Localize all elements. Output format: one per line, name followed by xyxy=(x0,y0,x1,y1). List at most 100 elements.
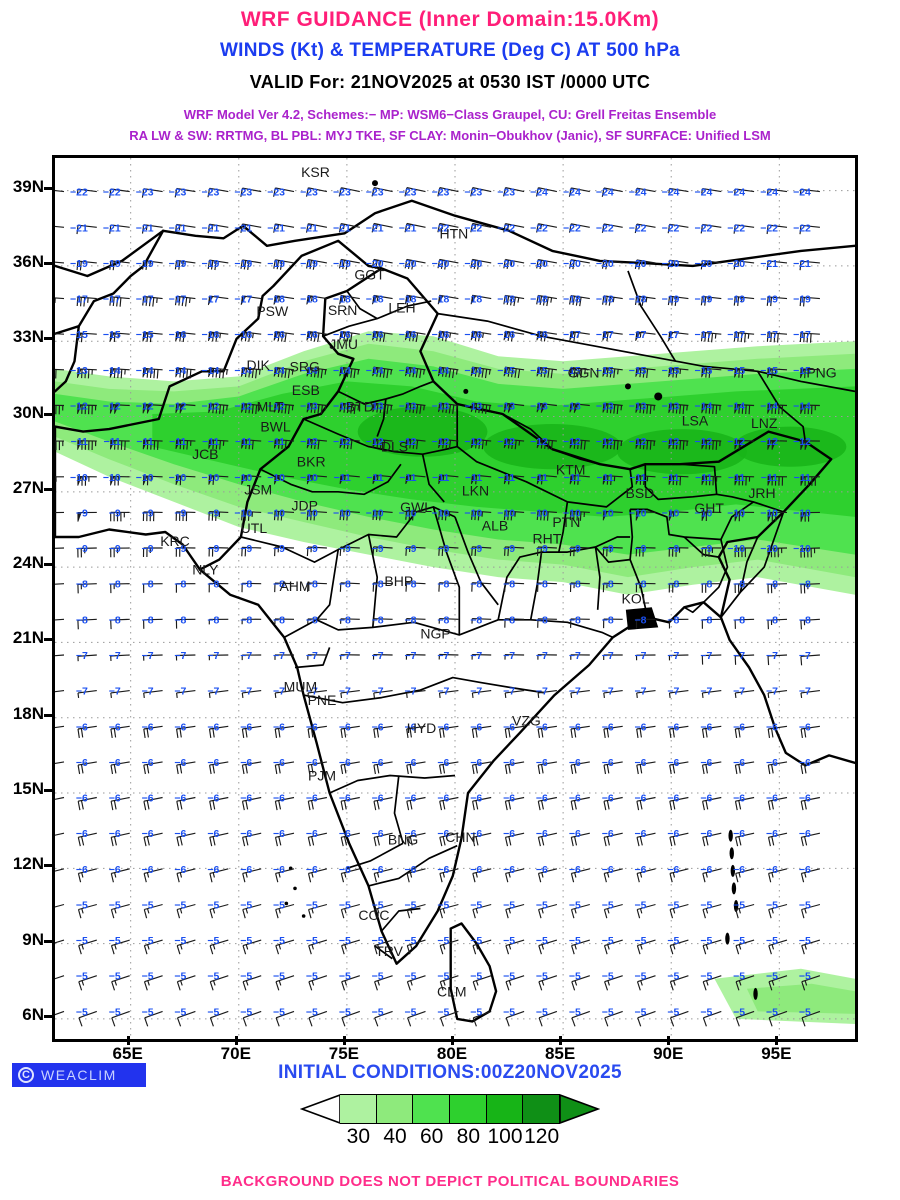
wind-barb xyxy=(503,402,525,413)
temperature-value: −7 xyxy=(635,686,647,698)
wind-barb xyxy=(766,332,788,343)
colorbar-tick-80: 80 xyxy=(456,1125,480,1148)
wind-barb xyxy=(55,225,65,228)
temperature-value: −17 xyxy=(760,329,778,341)
temperature-value: −8 xyxy=(76,579,88,591)
temperature-value: −8 xyxy=(306,614,318,626)
temperature-value: −5 xyxy=(569,1006,581,1018)
temperature-value: −24 xyxy=(793,187,811,199)
temperature-value: −22 xyxy=(694,222,712,234)
temperature-value: −9 xyxy=(76,543,88,555)
wind-barb xyxy=(701,654,722,665)
temperature-value: −7 xyxy=(667,650,679,662)
temperature-value: −6 xyxy=(667,828,679,840)
temperature-value: −10 xyxy=(629,507,647,519)
temperature-value: −10 xyxy=(760,543,778,555)
wind-barb xyxy=(634,259,656,270)
temperature-value: −7 xyxy=(273,650,285,662)
wind-barb xyxy=(208,367,229,379)
temperature-value: −5 xyxy=(240,935,252,947)
temperature-value: −8 xyxy=(207,614,219,626)
temperature-value: −14 xyxy=(136,365,154,377)
temperature-value: −6 xyxy=(109,864,121,876)
wind-barb xyxy=(77,832,97,847)
wind-barb xyxy=(505,903,525,919)
wind-barb xyxy=(767,618,788,630)
wind-barb xyxy=(240,187,262,198)
wind-barb xyxy=(207,295,229,306)
y-axis-tick-mark xyxy=(44,186,53,190)
temperature-value: −5 xyxy=(799,971,811,983)
temperature-value: −7 xyxy=(372,686,384,698)
wind-barb xyxy=(471,582,492,592)
wind-barb xyxy=(702,939,722,955)
temperature-value: −17 xyxy=(694,329,712,341)
wind-barb xyxy=(372,366,393,379)
temperature-value: −15 xyxy=(103,329,121,341)
wind-barb xyxy=(503,438,525,450)
wind-barb xyxy=(701,618,722,629)
city-label-dik: DIK xyxy=(247,357,271,373)
weaclim-badge[interactable]: C WEACLIM xyxy=(12,1063,146,1087)
wind-barb xyxy=(701,583,722,593)
colorbar-band-4 xyxy=(486,1094,524,1124)
wind-barb xyxy=(372,330,393,342)
wind-barb xyxy=(437,330,459,342)
temperature-value: −7 xyxy=(503,686,515,698)
colorbar-band-1 xyxy=(376,1094,414,1124)
wind-barb xyxy=(305,223,328,233)
city-label-ksr: KSR xyxy=(301,164,330,180)
temperature-value: −10 xyxy=(300,472,318,484)
temperature-value: −14 xyxy=(366,365,384,377)
temperature-value: −18 xyxy=(333,294,351,306)
weather-map-panel[interactable]: −5 −5 −5 −5 −5 −5 −5 −5 −5 −5 −5 −5 −5 −5 −5 −5 −5 −5 −5 −5… xyxy=(52,155,858,1042)
wind-barb xyxy=(405,438,426,450)
wind-barb xyxy=(142,547,163,558)
wind-barb xyxy=(471,546,492,557)
temperature-value: −7 xyxy=(569,686,581,698)
y-axis-tick-label: 9N xyxy=(22,929,44,949)
temperature-value: −8 xyxy=(174,579,186,591)
temperature-value: −18 xyxy=(530,294,548,306)
wind-barb xyxy=(536,259,557,270)
wind-barb xyxy=(636,832,656,847)
temperature-value: −8 xyxy=(372,614,384,626)
temperature-value: −17 xyxy=(793,329,811,341)
wind-barb xyxy=(340,903,360,919)
temperature-value: −6 xyxy=(700,757,712,769)
wind-barb xyxy=(536,546,557,557)
wind-barb xyxy=(800,583,820,594)
wind-barb xyxy=(570,618,590,628)
temperature-value: −16 xyxy=(464,329,482,341)
temperature-value: −6 xyxy=(405,793,417,805)
wind-barb xyxy=(700,295,722,306)
wind-barb xyxy=(538,903,558,919)
temperature-value: −6 xyxy=(602,757,614,769)
wind-barb xyxy=(110,690,130,698)
temperature-value: −17 xyxy=(70,294,88,306)
temperature-value: −10 xyxy=(793,543,811,555)
wind-barb xyxy=(800,511,820,522)
temperature-value: −16 xyxy=(267,329,285,341)
temperature-value: −6 xyxy=(766,757,778,769)
temperature-value: −5 xyxy=(437,971,449,983)
wind-barb xyxy=(439,761,459,775)
wind-barb xyxy=(799,332,820,343)
temperature-value: −14 xyxy=(694,401,712,413)
temperature-value: −16 xyxy=(366,329,384,341)
wind-barb xyxy=(503,258,525,270)
wind-barb xyxy=(438,510,459,521)
temperature-value: −8 xyxy=(667,614,679,626)
temperature-value: −7 xyxy=(142,686,154,698)
temperature-value: −10 xyxy=(727,507,745,519)
wind-barb xyxy=(208,546,229,557)
wind-barb xyxy=(209,832,229,847)
temperature-value: −11 xyxy=(268,436,285,448)
city-label-vzg: VZG xyxy=(512,712,541,728)
x-axis-tick-label: 85E xyxy=(544,1044,576,1063)
temperature-value: −10 xyxy=(530,507,548,519)
wind-barb xyxy=(471,618,492,624)
wind-barb xyxy=(766,296,788,307)
temperature-value: −5 xyxy=(142,935,154,947)
wind-barb xyxy=(635,654,656,661)
